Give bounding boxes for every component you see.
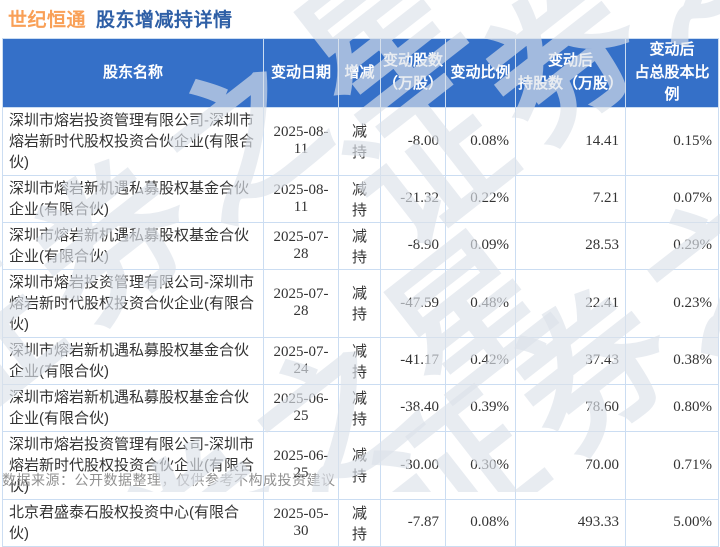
date-cell: 2025-08-11 <box>263 106 339 176</box>
direction-cell: 减持 <box>338 268 381 338</box>
ratio-after-cell: 0.71% <box>625 430 719 500</box>
date-cell: 2025-06-25 <box>263 430 339 500</box>
shares-after-cell: 28.53 <box>515 221 626 270</box>
ratio-after-cell: 0.23% <box>625 268 719 338</box>
name-cell: 深圳市熔岩投资管理有限公司-深圳市熔岩新时代股权投资合伙企业(有限合伙) <box>2 268 264 338</box>
shares-after-cell: 7.21 <box>515 174 626 223</box>
header-shares-after: 变动后 持股数（万股） <box>515 38 626 108</box>
shares-after-cell: 22.41 <box>515 268 626 338</box>
change-shares-cell: -47.59 <box>380 268 446 338</box>
change-shares-cell: -8.00 <box>380 106 446 176</box>
data-source-note: 数据来源：公开数据整理，仅供参考不构成投资建议 <box>2 472 336 488</box>
table-row: 深圳市熔岩新机遇私募股权基金合伙企业(有限合伙) 2025-06-25 减持 -38.… <box>2 383 719 432</box>
change-ratio-cell: 0.42% <box>445 336 516 385</box>
header-ratio-after: 变动后 占总股本比例 <box>625 38 719 108</box>
name-cell: 深圳市熔岩新机遇私募股权基金合伙企业(有限合伙) <box>2 383 264 432</box>
direction-cell: 减持 <box>338 174 381 223</box>
ratio-after-cell: 5.00% <box>625 498 719 547</box>
page-title: 世纪恒通 股东增减持详情 <box>8 5 233 32</box>
ratio-after-cell: 0.38% <box>625 336 719 385</box>
header-change-shares: 变动股数 （万股） <box>380 38 446 108</box>
stock-name: 世纪恒通 <box>8 10 87 31</box>
date-cell: 2025-07-24 <box>263 336 339 385</box>
ratio-after-cell: 0.80% <box>625 383 719 432</box>
direction-cell: 减持 <box>338 106 381 176</box>
ratio-after-cell: 0.07% <box>625 174 719 223</box>
name-cell: 北京君盛泰石股权投资中心(有限合伙) <box>2 498 264 547</box>
direction-cell: 减持 <box>338 383 381 432</box>
direction-cell: 减持 <box>338 430 381 500</box>
header-direction: 增减 <box>338 38 381 108</box>
name-cell: 深圳市熔岩投资管理有限公司-深圳市熔岩新时代股权投资合伙企业(有限合伙) <box>2 106 264 176</box>
name-cell: 深圳市熔岩新机遇私募股权基金合伙企业(有限合伙) <box>2 221 264 270</box>
change-ratio-cell: 0.30% <box>445 430 516 500</box>
change-shares-cell: -30.00 <box>380 430 446 500</box>
date-cell: 2025-08-11 <box>263 174 339 223</box>
table-row: 深圳市熔岩新机遇私募股权基金合伙企业(有限合伙) 2025-07-28 减持 -8.9… <box>2 221 719 270</box>
date-cell: 2025-07-28 <box>263 221 339 270</box>
change-ratio-cell: 0.09% <box>445 221 516 270</box>
table-row: 深圳市熔岩投资管理有限公司-深圳市熔岩新时代股权投资合伙企业(有限合伙) 2025… <box>2 430 719 500</box>
name-cell: 深圳市熔岩新机遇私募股权基金合伙企业(有限合伙) <box>2 336 264 385</box>
date-cell: 2025-07-28 <box>263 268 339 338</box>
change-ratio-cell: 0.08% <box>445 106 516 176</box>
shares-after-cell: 37.43 <box>515 336 626 385</box>
shares-after-cell: 14.41 <box>515 106 626 176</box>
change-ratio-cell: 0.08% <box>445 498 516 547</box>
header-change-date: 变动日期 <box>263 38 339 108</box>
table-header: 股东名称 变动日期 增减 变动股数 （万股） 变动比例 变动后 持股数（万股） … <box>2 38 719 108</box>
change-shares-cell: -21.32 <box>380 174 446 223</box>
table-row: 深圳市熔岩投资管理有限公司-深圳市熔岩新时代股权投资合伙企业(有限合伙) 2025… <box>2 106 719 176</box>
direction-cell: 减持 <box>338 336 381 385</box>
shares-after-cell: 493.33 <box>515 498 626 547</box>
table-row: 深圳市熔岩新机遇私募股权基金合伙企业(有限合伙) 2025-08-11 减持 -21.… <box>2 174 719 223</box>
change-ratio-cell: 0.39% <box>445 383 516 432</box>
header-change-ratio: 变动比例 <box>445 38 516 108</box>
ratio-after-cell: 0.15% <box>625 106 719 176</box>
direction-cell: 减持 <box>338 498 381 547</box>
change-shares-cell: -8.90 <box>380 221 446 270</box>
change-ratio-cell: 0.48% <box>445 268 516 338</box>
shares-after-cell: 78.60 <box>515 383 626 432</box>
table-row: 深圳市熔岩投资管理有限公司-深圳市熔岩新时代股权投资合伙企业(有限合伙) 2025… <box>2 268 719 338</box>
ratio-after-cell: 0.29% <box>625 221 719 270</box>
name-cell: 深圳市熔岩投资管理有限公司-深圳市熔岩新时代股权投资合伙企业(有限合伙) <box>2 430 264 500</box>
header-row: 股东名称 变动日期 增减 变动股数 （万股） 变动比例 变动后 持股数（万股） … <box>2 38 719 108</box>
change-shares-cell: -7.87 <box>380 498 446 547</box>
table-row: 北京君盛泰石股权投资中心(有限合伙) 2025-05-30 减持 -7.87 0.08%… <box>2 498 719 547</box>
date-cell: 2025-05-30 <box>263 498 339 547</box>
direction-cell: 减持 <box>338 221 381 270</box>
change-shares-cell: -41.17 <box>380 336 446 385</box>
table-row: 深圳市熔岩新机遇私募股权基金合伙企业(有限合伙) 2025-07-24 减持 -41.… <box>2 336 719 385</box>
change-shares-cell: -38.40 <box>380 383 446 432</box>
page-subtitle: 股东增减持详情 <box>96 10 233 31</box>
name-cell: 深圳市熔岩新机遇私募股权基金合伙企业(有限合伙) <box>2 174 264 223</box>
shares-after-cell: 70.00 <box>515 430 626 500</box>
change-ratio-cell: 0.22% <box>445 174 516 223</box>
header-shareholder-name: 股东名称 <box>2 38 264 108</box>
date-cell: 2025-06-25 <box>263 383 339 432</box>
